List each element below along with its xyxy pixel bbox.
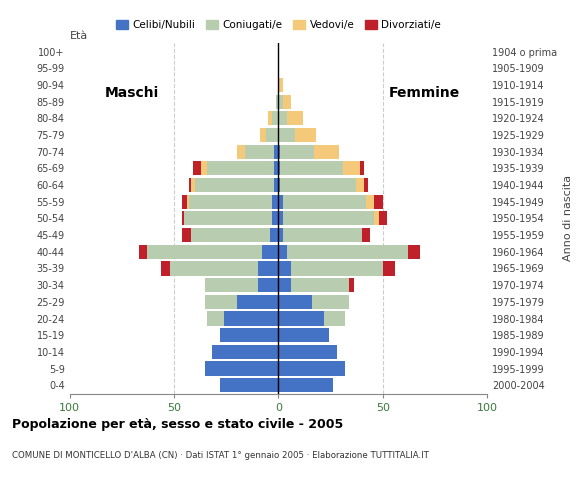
Bar xyxy=(278,128,295,142)
Bar xyxy=(184,211,272,226)
Bar xyxy=(278,194,282,209)
Text: Femmine: Femmine xyxy=(389,86,460,100)
Bar xyxy=(195,178,274,192)
Bar xyxy=(188,178,191,192)
Bar xyxy=(161,262,170,276)
Bar xyxy=(182,228,191,242)
Bar xyxy=(287,245,408,259)
Text: Popolazione per età, sesso e stato civile - 2005: Popolazione per età, sesso e stato civil… xyxy=(12,418,343,431)
Bar xyxy=(220,378,278,392)
Bar xyxy=(278,144,281,159)
Bar xyxy=(191,178,195,192)
Bar xyxy=(270,228,278,242)
Bar xyxy=(245,144,274,159)
Bar xyxy=(182,211,184,226)
Bar xyxy=(262,245,278,259)
Bar xyxy=(278,95,282,108)
Bar xyxy=(291,262,383,276)
Bar xyxy=(147,245,262,259)
Bar xyxy=(291,278,349,292)
Bar xyxy=(266,128,278,142)
Bar xyxy=(193,161,201,175)
Bar xyxy=(282,228,362,242)
Bar xyxy=(278,262,291,276)
Bar xyxy=(205,278,258,292)
Bar xyxy=(139,245,147,259)
Bar xyxy=(379,211,387,226)
Bar xyxy=(208,312,224,325)
Bar xyxy=(278,78,282,92)
Bar xyxy=(281,178,356,192)
Text: COMUNE DI MONTICELLO D'ALBA (CN) · Dati ISTAT 1° gennaio 2005 · Elaborazione TUT: COMUNE DI MONTICELLO D'ALBA (CN) · Dati … xyxy=(12,451,429,460)
Bar xyxy=(182,194,187,209)
Bar xyxy=(201,161,208,175)
Bar xyxy=(312,295,349,309)
Bar xyxy=(281,161,343,175)
Text: Età: Età xyxy=(70,31,88,41)
Y-axis label: Anno di nascita: Anno di nascita xyxy=(563,175,572,262)
Bar xyxy=(408,245,420,259)
Bar xyxy=(272,194,278,209)
Bar xyxy=(205,361,278,376)
Bar xyxy=(278,161,281,175)
Bar xyxy=(205,295,237,309)
Bar xyxy=(237,144,245,159)
Bar xyxy=(258,262,278,276)
Bar xyxy=(260,128,266,142)
Bar xyxy=(295,128,316,142)
Bar xyxy=(383,262,396,276)
Text: Maschi: Maschi xyxy=(105,86,160,100)
Bar xyxy=(278,228,282,242)
Bar xyxy=(282,95,291,108)
Bar xyxy=(237,295,278,309)
Bar xyxy=(281,144,314,159)
Bar xyxy=(272,111,278,125)
Bar xyxy=(349,278,354,292)
Bar xyxy=(208,161,274,175)
Bar xyxy=(278,378,333,392)
Bar xyxy=(212,345,278,359)
Bar xyxy=(170,262,258,276)
Bar xyxy=(188,194,272,209)
Bar xyxy=(364,178,368,192)
Bar xyxy=(375,194,383,209)
Bar xyxy=(278,178,281,192)
Bar xyxy=(278,361,345,376)
Bar xyxy=(278,111,287,125)
Bar xyxy=(314,144,339,159)
Bar xyxy=(274,178,278,192)
Bar xyxy=(274,161,278,175)
Bar xyxy=(224,312,278,325)
Bar xyxy=(287,111,303,125)
Bar xyxy=(278,278,291,292)
Bar xyxy=(278,211,282,226)
Bar xyxy=(278,312,324,325)
Bar xyxy=(258,278,278,292)
Bar xyxy=(282,194,366,209)
Bar xyxy=(366,194,375,209)
Bar xyxy=(375,211,379,226)
Bar xyxy=(268,111,272,125)
Bar xyxy=(276,95,278,108)
Bar xyxy=(282,211,375,226)
Bar xyxy=(278,328,328,342)
Bar xyxy=(362,228,370,242)
Bar xyxy=(272,211,278,226)
Bar xyxy=(191,228,270,242)
Bar xyxy=(278,345,337,359)
Bar xyxy=(343,161,360,175)
Bar xyxy=(360,161,364,175)
Legend: Celibi/Nubili, Coniugati/e, Vedovi/e, Divorziati/e: Celibi/Nubili, Coniugati/e, Vedovi/e, Di… xyxy=(111,16,445,35)
Bar xyxy=(278,295,312,309)
Bar xyxy=(274,144,278,159)
Bar xyxy=(324,312,345,325)
Bar xyxy=(187,194,188,209)
Bar xyxy=(220,328,278,342)
Bar xyxy=(356,178,364,192)
Bar xyxy=(278,245,287,259)
